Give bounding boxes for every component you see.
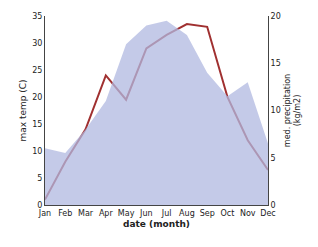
svg-text:Apr: Apr <box>99 209 114 218</box>
svg-text:10: 10 <box>32 147 42 156</box>
svg-text:25: 25 <box>32 66 42 75</box>
svg-text:Mar: Mar <box>78 209 94 218</box>
svg-text:15: 15 <box>32 120 42 129</box>
svg-text:Nov: Nov <box>240 209 256 218</box>
svg-text:20: 20 <box>271 12 281 21</box>
svg-text:May: May <box>118 209 135 218</box>
svg-text:5: 5 <box>37 174 42 183</box>
svg-text:5: 5 <box>271 154 276 163</box>
svg-text:Aug: Aug <box>179 209 195 218</box>
svg-text:20: 20 <box>32 93 42 102</box>
svg-text:35: 35 <box>32 12 42 21</box>
svg-text:Dec: Dec <box>260 209 275 218</box>
svg-text:0: 0 <box>271 201 276 210</box>
svg-text:med. precipitation(kg/m2): med. precipitation(kg/m2) <box>283 74 302 147</box>
svg-text:Feb: Feb <box>58 209 72 218</box>
svg-text:10: 10 <box>271 106 281 115</box>
svg-text:max temp (C): max temp (C) <box>18 79 28 141</box>
svg-text:0: 0 <box>37 201 42 210</box>
svg-text:Jan: Jan <box>38 209 51 218</box>
svg-text:30: 30 <box>32 39 42 48</box>
svg-text:Jul: Jul <box>161 209 172 218</box>
svg-text:Jun: Jun <box>139 209 153 218</box>
svg-text:15: 15 <box>271 59 281 68</box>
svg-text:date (month): date (month) <box>123 219 190 229</box>
svg-text:Oct: Oct <box>221 209 235 218</box>
svg-text:Sep: Sep <box>200 209 215 218</box>
